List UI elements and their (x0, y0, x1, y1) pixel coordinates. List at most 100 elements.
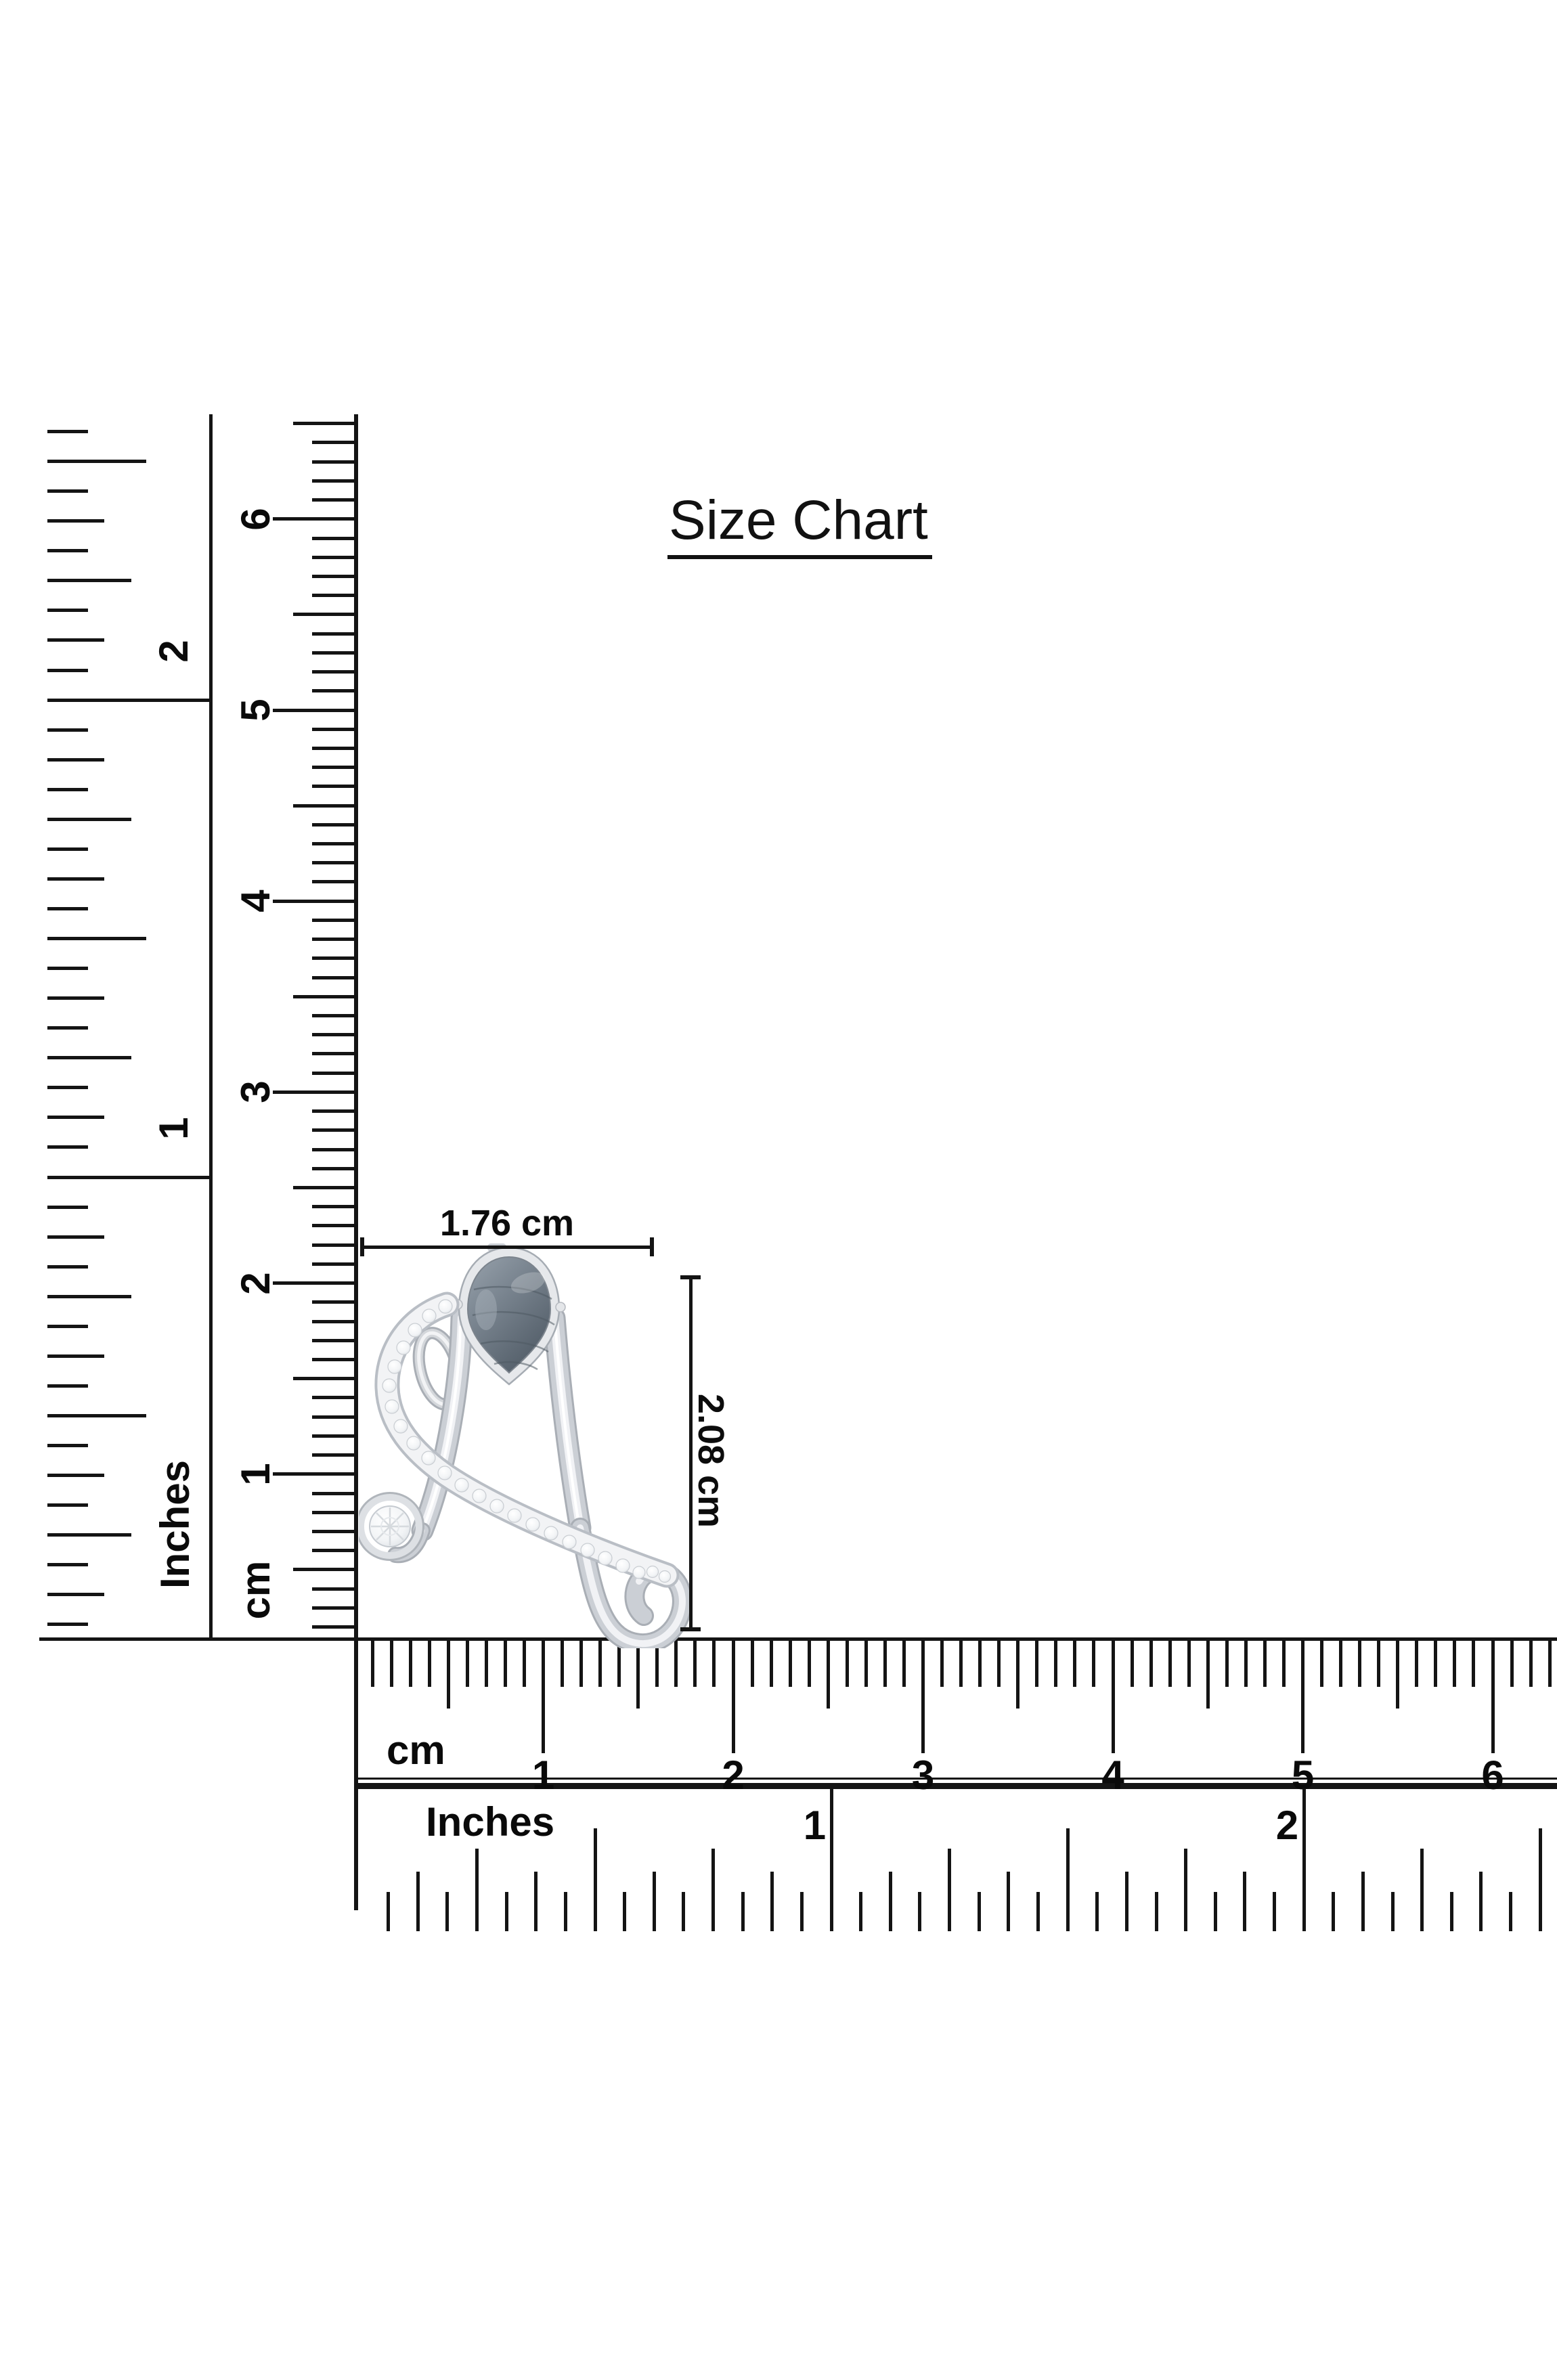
ruler-tick (445, 1892, 449, 1931)
ruler-tick (1449, 1892, 1453, 1931)
ruler-tick (959, 1641, 963, 1687)
ruler-tick (1149, 1641, 1153, 1687)
ruler-tick (1358, 1641, 1362, 1687)
ruler-tick (312, 1415, 358, 1419)
ruler-number: 6 (1481, 1752, 1504, 1798)
horizontal-cm-ruler-bottom-border (357, 1778, 1557, 1780)
ruler-tick (312, 1224, 358, 1228)
ruler-tick (47, 609, 88, 613)
ruler-tick (47, 996, 104, 1000)
ruler-number: 2 (150, 640, 196, 663)
ruler-tick (1301, 1641, 1304, 1753)
ruler-tick (522, 1641, 526, 1687)
ruler-tick (312, 785, 358, 789)
ruler-tick (312, 1071, 358, 1075)
ruler-tick (293, 613, 358, 617)
ruler-tick (1092, 1641, 1096, 1687)
ruler-tick (47, 1205, 88, 1209)
ruler-tick (47, 877, 104, 881)
ruler-tick (416, 1872, 420, 1931)
ruler-tick (312, 460, 358, 464)
ruler-number: 1 (803, 1802, 827, 1848)
ruler-tick (1420, 1849, 1424, 1931)
ruler-tick (1273, 1892, 1277, 1931)
ruler-tick (312, 727, 358, 731)
ruler-tick (312, 766, 358, 770)
ruler-tick (293, 422, 358, 426)
ruler-tick (1548, 1641, 1552, 1687)
ruler-tick (1154, 1892, 1158, 1931)
ruler-number: 4 (1101, 1752, 1124, 1798)
ruler-tick (47, 1264, 88, 1269)
ruler-tick (712, 1641, 716, 1687)
ruler-tick (312, 498, 358, 502)
ruler-tick (769, 1641, 773, 1687)
ruler-tick (47, 1175, 210, 1179)
ruler-tick (273, 517, 358, 521)
ruler-tick (561, 1641, 565, 1687)
ruler-tick (312, 555, 358, 559)
ruler-tick (312, 1033, 358, 1037)
vertical-inches-ruler-label: Inches (152, 1459, 198, 1589)
ruler-tick (312, 956, 358, 961)
pendant-right-prong (555, 1302, 566, 1313)
ruler-tick (1111, 1641, 1115, 1753)
ruler-tick (1509, 1892, 1513, 1931)
ruler-tick (859, 1892, 863, 1931)
horizontal-cm-ruler-label: cm (387, 1727, 445, 1773)
ruler-tick (312, 1529, 358, 1533)
ruler-tick (829, 1788, 833, 1931)
ruler-tick (948, 1849, 952, 1931)
ruler-tick (788, 1641, 792, 1687)
ruler-tick (1007, 1872, 1011, 1931)
ruler-tick (1434, 1641, 1438, 1687)
ruler-tick (542, 1641, 545, 1753)
ruler-number: 1 (232, 1463, 278, 1486)
ruler-tick (312, 1606, 358, 1610)
ruler-tick (47, 817, 131, 821)
ruler-tick (1415, 1641, 1419, 1687)
ruler-tick (47, 1623, 88, 1627)
ruler-tick (312, 1434, 358, 1438)
pendant-diamond-sash (374, 1292, 680, 1588)
ruler-tick (1529, 1641, 1533, 1687)
ruler-tick (47, 1533, 131, 1537)
ruler-tick (47, 1056, 131, 1060)
ruler-tick (475, 1849, 479, 1931)
width-dimension-left-cap (360, 1237, 364, 1256)
ruler-tick (312, 1166, 358, 1170)
ruler-number: 3 (911, 1752, 935, 1798)
ruler-tick (617, 1641, 621, 1687)
ruler-tick (1472, 1641, 1476, 1687)
height-dimension-bottom-cap (680, 1627, 701, 1631)
ruler-tick (312, 1109, 358, 1114)
ruler-tick (389, 1641, 393, 1687)
ruler-tick (940, 1641, 944, 1687)
ruler-tick (47, 1354, 104, 1358)
ruler-tick (47, 460, 146, 464)
width-dimension-label: 1.76 cm (439, 1203, 575, 1243)
ruler-tick (312, 880, 358, 884)
ruler-tick (674, 1641, 678, 1687)
ruler-tick (47, 1384, 88, 1388)
ruler-tick (47, 1145, 88, 1149)
ruler-tick (47, 1116, 104, 1120)
ruler-tick (1168, 1641, 1172, 1687)
ruler-tick (682, 1892, 686, 1931)
ruler-tick (47, 907, 88, 910)
ruler-tick (1036, 1892, 1040, 1931)
ruler-tick (312, 1491, 358, 1495)
ruler-tick (1184, 1849, 1188, 1931)
ruler-tick (47, 847, 88, 851)
ruler-tick (273, 708, 358, 712)
ruler-tick (997, 1641, 1001, 1687)
ruler-tick (1187, 1641, 1191, 1687)
ruler-tick (47, 1593, 104, 1597)
ruler-tick (1302, 1788, 1306, 1931)
ruler-tick (47, 967, 88, 971)
ruler-number: 4 (232, 889, 278, 912)
ruler-tick (312, 1147, 358, 1151)
ruler-tick (977, 1892, 981, 1931)
pendant-accent-diamond (359, 1492, 424, 1561)
